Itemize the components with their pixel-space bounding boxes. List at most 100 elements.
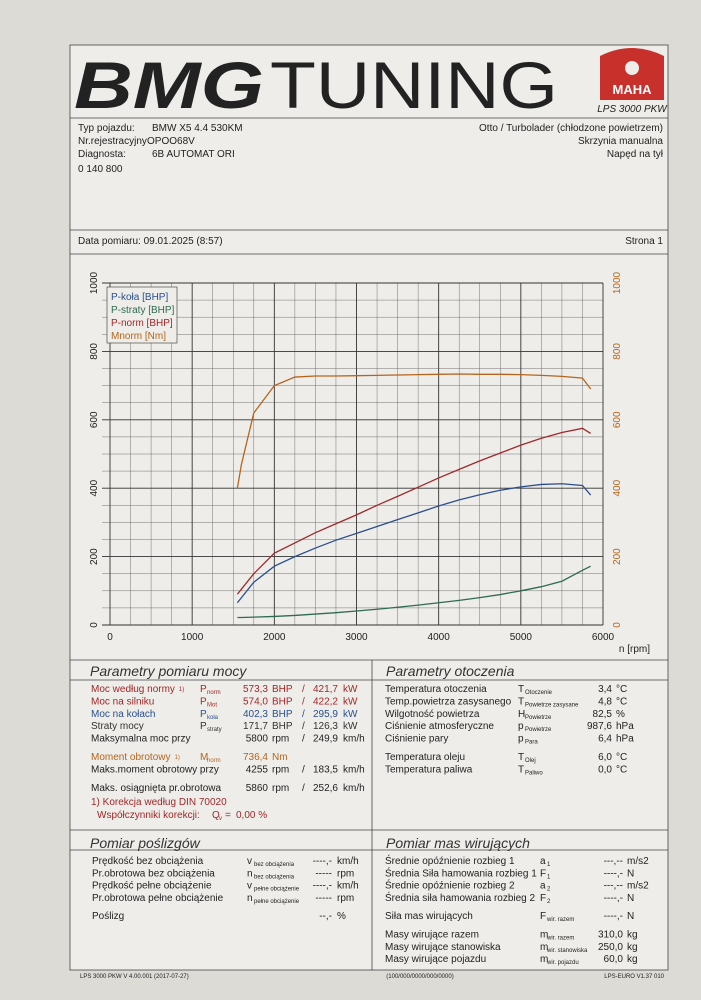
- y2-tick-label: 400: [612, 479, 623, 496]
- info-label: Diagnosta:: [78, 149, 126, 160]
- x-tick-label: 5000: [510, 632, 533, 643]
- row-label: Straty mocy: [91, 721, 144, 732]
- y-tick-label: 0: [89, 622, 100, 628]
- row-symbol: T: [518, 684, 524, 695]
- row-symbol: v: [247, 856, 252, 867]
- row-unit: kW: [343, 696, 358, 707]
- row-unit: kg: [627, 954, 638, 965]
- row-unit: Nm: [272, 752, 288, 763]
- maha-gear: [625, 61, 639, 75]
- row-subscript: bez obciążenia: [254, 862, 295, 868]
- row-unit: kg: [627, 942, 638, 953]
- row-value: 736,4: [243, 752, 268, 763]
- footer-right: LPS-EURO V1.37 010: [604, 974, 664, 980]
- row-value: ----,-: [604, 911, 623, 922]
- row-subscript: koła: [207, 715, 219, 721]
- row-value: 0,0: [598, 764, 612, 775]
- row-value: ---,--: [604, 856, 623, 867]
- row-symbol: n: [247, 868, 253, 879]
- measure-date: Data pomiaru: 09.01.2025 (8:57): [78, 236, 223, 247]
- row-label: Ciśnienie atmosferyczne: [385, 721, 494, 732]
- legend-entry: Mnorm [Nm]: [111, 331, 166, 342]
- row-symbol: P: [200, 709, 207, 720]
- row-value: 6,0: [598, 752, 612, 763]
- row-unit: %: [337, 911, 346, 922]
- row-label: Średnie opóźnienie rozbieg 2: [385, 879, 515, 892]
- row-unit: hPa: [616, 721, 634, 732]
- row-symbol: T: [518, 696, 524, 707]
- row-subscript: Para: [525, 740, 538, 746]
- correction-eq: =: [225, 810, 231, 821]
- legend-entry: P-straty [BHP]: [111, 305, 175, 316]
- row-label: Moc na silniku: [91, 696, 154, 707]
- y-tick-label: 200: [89, 548, 100, 565]
- row-separator: /: [302, 764, 305, 775]
- row-separator: /: [302, 721, 305, 732]
- row-subscript: 1: [547, 862, 551, 868]
- row-label: Średnia siła hamowania rozbieg 2: [385, 891, 536, 904]
- row-label: Moment obrotowy: [91, 752, 170, 763]
- row-symbol: P: [200, 696, 207, 707]
- y2-tick-label: 200: [612, 548, 623, 565]
- row-unit: hPa: [616, 734, 634, 745]
- row-value: 250,0: [598, 942, 623, 953]
- section-title: Pomiar mas wirujących: [386, 835, 530, 851]
- row-unit: kW: [343, 709, 358, 720]
- row-unit: km/h: [343, 764, 365, 775]
- row-label: Pr.obrotowa bez obciążenia: [92, 868, 215, 879]
- maha-logo: MAHA: [613, 82, 653, 97]
- row-subscript: wir. razem: [546, 936, 574, 942]
- series-line: [236, 427, 592, 595]
- row-label: Siła mas wirujących: [385, 911, 473, 922]
- row-value: 402,3: [243, 709, 268, 720]
- x-tick-label: 3000: [345, 632, 368, 643]
- x-tick-label: 0: [107, 632, 113, 643]
- page-frame: [69, 44, 669, 971]
- row-label: Masy wirujące razem: [385, 930, 479, 941]
- row-unit: °C: [616, 696, 627, 707]
- row-value: 60,0: [604, 954, 624, 965]
- row-subscript: pełne obciążenie: [254, 899, 300, 905]
- row-symbol: F: [540, 868, 546, 879]
- row-value: 183,5: [313, 764, 338, 775]
- page-number: Strona 1: [625, 236, 663, 247]
- vehicle-number: 0 140 800: [78, 164, 123, 175]
- row-subscript: Powietrze zasysane: [525, 702, 579, 708]
- info-value: 6B AUTOMAT ORI: [152, 149, 235, 160]
- row-symbol: p: [518, 734, 524, 745]
- row-unit: kW: [343, 721, 358, 732]
- row-unit: rpm: [272, 734, 289, 745]
- correction-value: 0,00 %: [236, 810, 267, 821]
- row-subscript: Powietrze: [525, 715, 552, 721]
- y2-tick-label: 1000: [612, 271, 623, 294]
- info-label: Typ pojazdu:: [78, 123, 135, 134]
- row-subscript: Paliwo: [525, 770, 543, 776]
- row-unit: km/h: [343, 783, 365, 794]
- row-value: 422,2: [313, 696, 338, 707]
- row-symbol: a: [540, 881, 546, 892]
- row-unit: N: [627, 893, 634, 904]
- row-value: 3,4: [598, 684, 612, 695]
- row-value: 4255: [246, 764, 269, 775]
- row-value: ----,-: [313, 881, 332, 892]
- row-value: 310,0: [598, 930, 623, 941]
- row-value: ----,-: [313, 856, 332, 867]
- row-unit: BHP: [272, 684, 293, 695]
- correction-label: Współczynniki korekcji:: [97, 810, 200, 821]
- row-value: 4,8: [598, 696, 612, 707]
- y-tick-label: 400: [89, 479, 100, 496]
- row-value: ----,-: [604, 868, 623, 879]
- row-unit: BHP: [272, 709, 293, 720]
- row-unit: °C: [616, 752, 627, 763]
- row-label: Maks.moment obrotowy przy: [91, 764, 219, 775]
- row-label: Temperatura oleju: [385, 752, 465, 763]
- row-value: -----: [315, 893, 332, 904]
- x-tick-label: 4000: [428, 632, 451, 643]
- x-tick-label: 2000: [263, 632, 286, 643]
- y2-tick-label: 600: [612, 411, 623, 428]
- info-value: BMW X5 4.4 530KM: [152, 123, 243, 134]
- row-unit: BHP: [272, 696, 293, 707]
- row-subscript: 1: [547, 874, 551, 880]
- row-label: Poślizg: [92, 911, 124, 922]
- logo-light: TUNING: [270, 48, 558, 122]
